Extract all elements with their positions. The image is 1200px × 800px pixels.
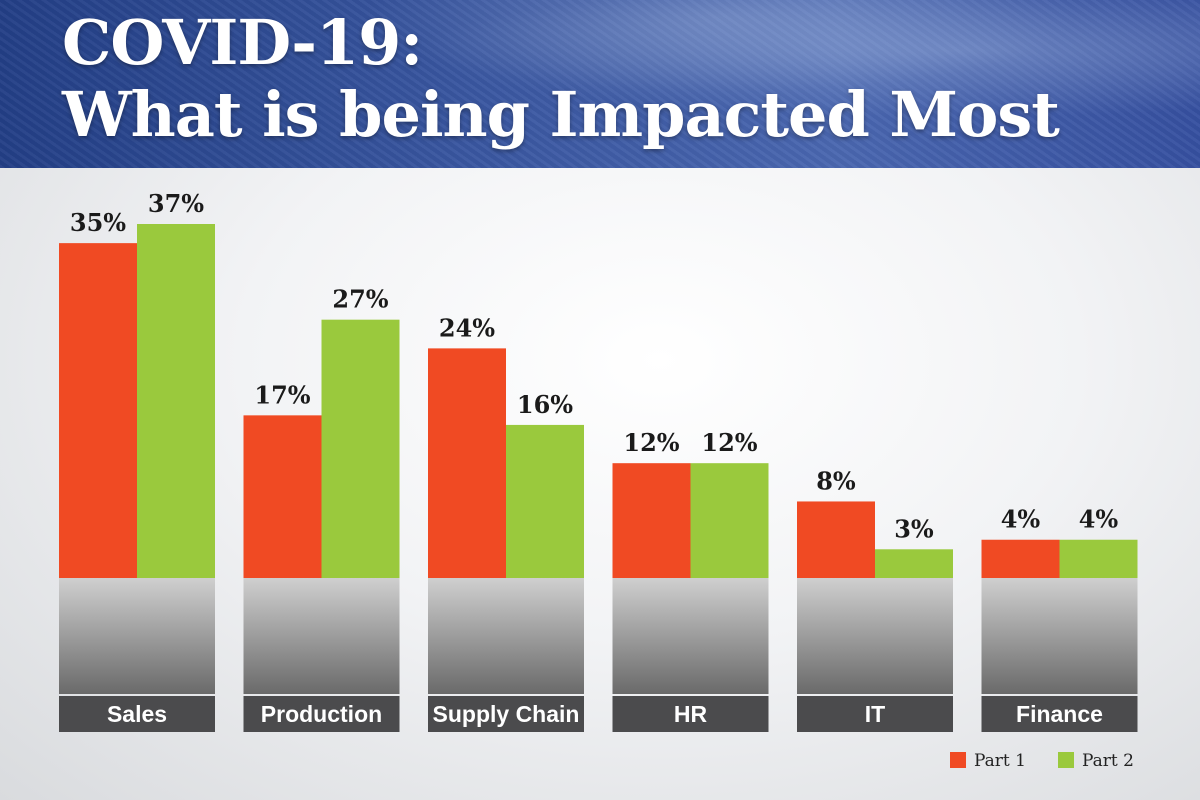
data-label-hr-part-2: 12%	[701, 428, 757, 457]
bar-sales-part-2	[137, 224, 215, 578]
category-label-bg	[797, 696, 953, 732]
bar-chart: Sales 35% 37% Production 17% 27% Supply Chain 2…	[59, 189, 1138, 771]
category-label-sales: Sales	[107, 701, 167, 727]
bar-it-part-2	[875, 549, 953, 578]
business-person-image	[612, 578, 769, 694]
bar-finance-part-1	[981, 539, 1060, 578]
bar-sales-part-1	[59, 243, 137, 578]
bar-hr-part-2	[690, 463, 769, 578]
handshake-image	[59, 578, 215, 694]
category-label-it: IT	[865, 701, 885, 727]
bar-production-part-1	[243, 415, 322, 578]
data-label-finance-part-1: 4%	[1001, 505, 1041, 534]
data-label-finance-part-2: 4%	[1079, 505, 1119, 534]
bar-production-part-2	[321, 319, 400, 578]
category-label-finance: Finance	[1016, 701, 1103, 727]
data-label-sales-part-1: 35%	[70, 208, 126, 237]
data-label-supply-chain-part-2: 16%	[517, 390, 573, 419]
data-label-it-part-1: 8%	[816, 466, 856, 495]
legend-label-part-2: Part 2	[1082, 751, 1134, 771]
legend-swatch-part-1	[950, 752, 966, 768]
data-label-production-part-2: 27%	[332, 285, 388, 314]
chart-title-line1: COVID-19:	[62, 6, 423, 79]
data-label-hr-part-1: 12%	[623, 428, 679, 457]
header-texture	[0, 0, 1200, 168]
circuit-board-image	[797, 578, 953, 694]
data-label-production-part-1: 17%	[254, 380, 310, 409]
bar-supply-chain-part-1	[428, 348, 506, 578]
warehouse-containers-image	[428, 578, 584, 694]
bar-finance-part-2	[1059, 539, 1138, 578]
category-label-bg	[428, 696, 584, 732]
data-label-it-part-2: 3%	[894, 514, 934, 543]
legend-label-part-1: Part 1	[974, 751, 1026, 771]
data-label-sales-part-2: 37%	[148, 189, 204, 218]
data-label-supply-chain-part-1: 24%	[439, 313, 495, 342]
coin-stacks-image	[981, 578, 1138, 694]
robotic-assembly-line-image	[243, 578, 400, 694]
category-label-bg	[59, 696, 215, 732]
bar-hr-part-1	[612, 463, 691, 578]
category-label-hr: HR	[674, 701, 708, 727]
bar-supply-chain-part-2	[506, 424, 584, 578]
category-label-bg	[612, 696, 769, 732]
header-banner: COVID-19: What is being Impacted Most	[0, 0, 1200, 168]
category-label-production: Production	[261, 701, 382, 727]
chart-title-line2: What is being Impacted Most	[62, 78, 1060, 151]
category-label-bg	[243, 696, 400, 732]
legend-swatch-part-2	[1058, 752, 1074, 768]
bar-it-part-1	[797, 501, 875, 578]
category-label-supply-chain: Supply Chain	[433, 701, 580, 727]
category-label-bg	[981, 696, 1138, 732]
